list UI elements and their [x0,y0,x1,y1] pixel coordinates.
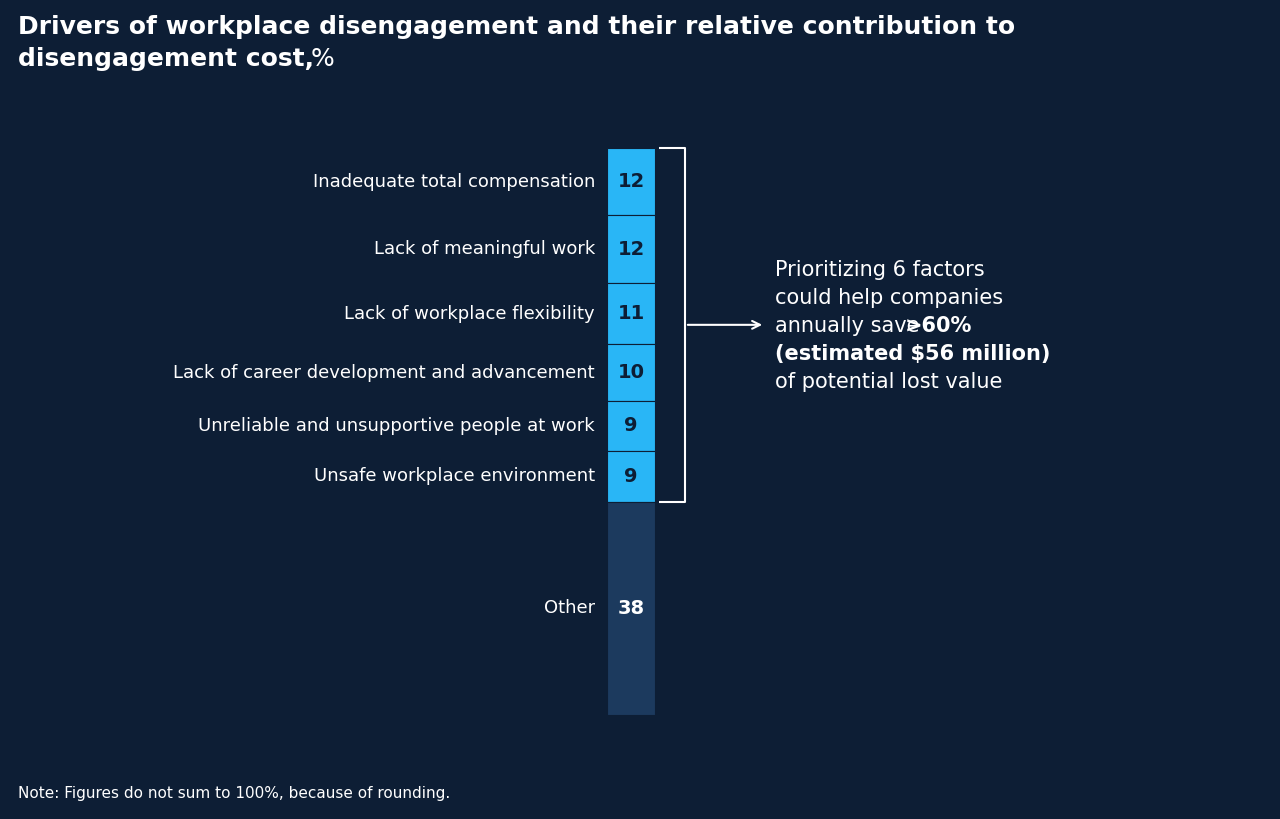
Text: 11: 11 [617,304,645,324]
Bar [607,283,655,345]
Text: Other: Other [544,600,595,618]
Text: Lack of career development and advancement: Lack of career development and advanceme… [173,364,595,382]
Bar [607,451,655,502]
Text: Prioritizing 6 factors: Prioritizing 6 factors [774,260,984,280]
Text: (estimated $56 million): (estimated $56 million) [774,344,1051,364]
Text: disengagement cost,: disengagement cost, [18,47,314,71]
Bar [607,148,655,215]
Text: Unreliable and unsupportive people at work: Unreliable and unsupportive people at wo… [198,417,595,435]
Text: 12: 12 [617,239,645,259]
Text: Drivers of workplace disengagement and their relative contribution to: Drivers of workplace disengagement and t… [18,15,1015,39]
Text: Lack of meaningful work: Lack of meaningful work [374,240,595,258]
Text: 9: 9 [625,416,637,436]
Text: 38: 38 [617,599,645,618]
Bar [607,502,655,715]
Bar [607,215,655,283]
Text: Lack of workplace flexibility: Lack of workplace flexibility [344,305,595,323]
Text: annually save: annually save [774,316,927,336]
Text: could help companies: could help companies [774,287,1004,308]
Text: Unsafe workplace environment: Unsafe workplace environment [314,468,595,486]
Text: 9: 9 [625,467,637,486]
Text: 10: 10 [617,363,645,382]
Bar [607,345,655,400]
Text: Inadequate total compensation: Inadequate total compensation [312,173,595,191]
Bar [607,400,655,451]
Text: %: % [303,47,335,71]
Text: 12: 12 [617,172,645,191]
Text: >60%: >60% [905,316,973,336]
Text: Note: Figures do not sum to 100%, because of rounding.: Note: Figures do not sum to 100%, becaus… [18,786,451,801]
Text: of potential lost value: of potential lost value [774,372,1002,391]
